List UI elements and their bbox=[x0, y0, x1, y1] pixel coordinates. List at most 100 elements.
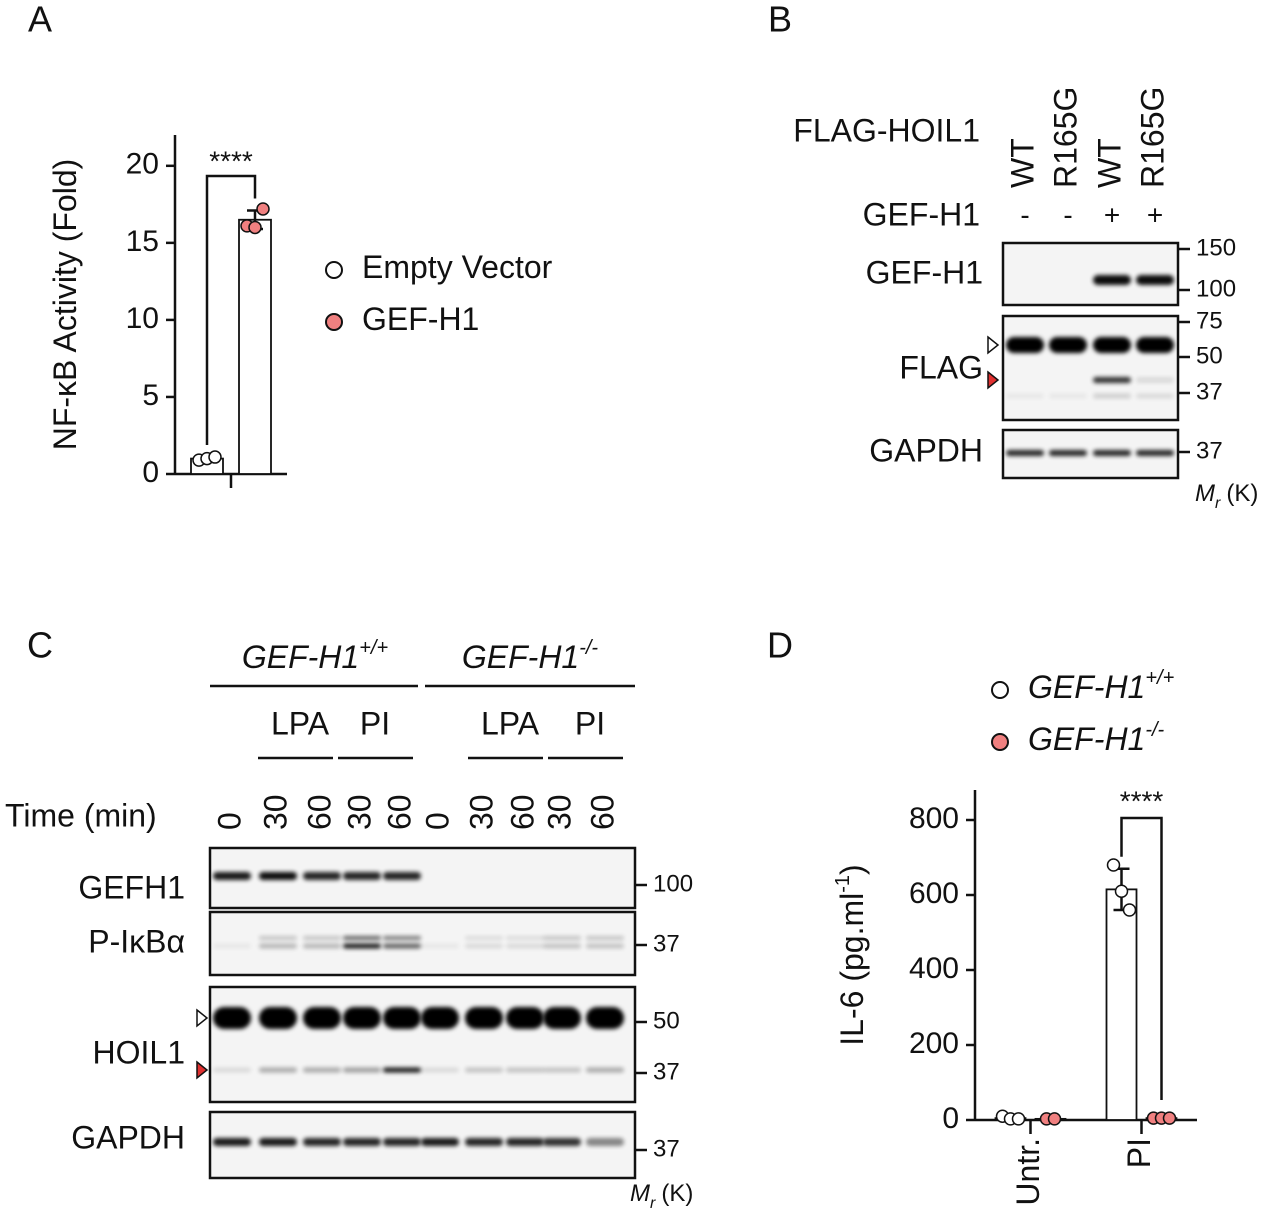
row-label: HOIL1 bbox=[93, 1034, 185, 1070]
marker-label: 50 bbox=[653, 1007, 680, 1034]
lane-label: R165G bbox=[1134, 87, 1170, 188]
marker-label: 37 bbox=[653, 1058, 680, 1085]
blot-band bbox=[1136, 275, 1174, 285]
row-label: P-IκBα bbox=[88, 923, 185, 959]
blot-band bbox=[1006, 337, 1044, 353]
treatment-label: LPA bbox=[271, 705, 330, 741]
marker-label: 100 bbox=[1196, 275, 1236, 302]
data-point bbox=[1106, 858, 1121, 872]
marker-label: 75 bbox=[1196, 307, 1223, 334]
blot-band bbox=[543, 1007, 581, 1029]
arrowhead bbox=[987, 370, 1000, 390]
blot-band bbox=[259, 936, 297, 940]
blot-band bbox=[586, 1067, 624, 1073]
x-tick-label: PI bbox=[1121, 1138, 1157, 1168]
blot-band bbox=[303, 872, 341, 880]
row-label: GEFH1 bbox=[78, 869, 185, 905]
time-value: 30 bbox=[257, 794, 293, 830]
y-tick-label: 800 bbox=[909, 802, 959, 835]
x-tick-label: Untr. bbox=[1010, 1138, 1046, 1206]
legend-marker bbox=[325, 261, 343, 279]
marker-label: 150 bbox=[1196, 234, 1236, 261]
blot-band bbox=[586, 936, 624, 940]
legend-marker bbox=[325, 313, 343, 331]
blot-band bbox=[1136, 377, 1174, 383]
blot-band bbox=[465, 1138, 503, 1146]
blot-band bbox=[303, 1007, 341, 1029]
blot-band bbox=[213, 1067, 251, 1073]
y-tick-label: 400 bbox=[909, 952, 959, 985]
treatment-mark: + bbox=[1147, 199, 1163, 230]
blot-band bbox=[213, 943, 251, 949]
blot-band bbox=[383, 936, 421, 940]
significance-label: **** bbox=[1120, 785, 1164, 816]
blot-band bbox=[1049, 450, 1087, 456]
y-axis-label-part: -1 bbox=[832, 875, 854, 893]
legend-marker bbox=[991, 681, 1009, 699]
y-tick-label: 0 bbox=[142, 456, 159, 489]
y-tick-label: 10 bbox=[126, 302, 159, 335]
legend-label-part: Empty Vector bbox=[362, 249, 553, 285]
mr-label-part: r bbox=[1215, 495, 1221, 512]
bar bbox=[238, 218, 272, 475]
arrowhead bbox=[196, 1060, 209, 1080]
blot-band bbox=[1093, 377, 1131, 383]
legend-marker bbox=[991, 733, 1009, 751]
blot-band bbox=[1093, 337, 1131, 353]
legend-label: GEF-H1 bbox=[362, 301, 479, 337]
blot-band bbox=[421, 943, 459, 949]
genotype-label-part: +/+ bbox=[359, 637, 388, 659]
blot-band bbox=[586, 1007, 624, 1029]
blot-band bbox=[259, 943, 297, 949]
blot-band bbox=[1006, 450, 1044, 456]
blot-band bbox=[343, 943, 381, 949]
blot-band bbox=[586, 1138, 624, 1146]
blot-band bbox=[1093, 393, 1131, 399]
blot-band bbox=[506, 943, 544, 949]
mr-label-part: M bbox=[1195, 480, 1215, 507]
lane-label: WT bbox=[1004, 138, 1040, 188]
time-value: 30 bbox=[341, 794, 377, 830]
significance-bracket bbox=[1120, 816, 1163, 1100]
blot-band bbox=[543, 1067, 581, 1073]
marker-label: 37 bbox=[1196, 378, 1223, 405]
genotype-label-part: GEF-H1 bbox=[462, 639, 579, 675]
y-tick-label: 15 bbox=[126, 225, 159, 258]
genotype-label-part: -/- bbox=[579, 637, 598, 659]
blot-band bbox=[343, 1007, 381, 1029]
blot-band bbox=[213, 1007, 251, 1029]
blot-band bbox=[506, 936, 544, 940]
time-value: 30 bbox=[541, 794, 577, 830]
y-tick-label: 5 bbox=[142, 379, 159, 412]
data-point bbox=[1047, 1112, 1062, 1126]
treatment-label: LPA bbox=[481, 705, 540, 741]
blot-band bbox=[383, 872, 421, 880]
y-tick-label: 600 bbox=[909, 877, 959, 910]
blot-band bbox=[303, 943, 341, 949]
mr-label: Mr (K) bbox=[630, 1180, 693, 1211]
significance-bracket bbox=[205, 174, 257, 446]
panel-label: A bbox=[28, 0, 52, 40]
data-point bbox=[208, 450, 222, 464]
row-label: GAPDH bbox=[71, 1119, 185, 1155]
blot-band bbox=[303, 1138, 341, 1146]
mr-label-part: M bbox=[630, 1180, 650, 1207]
blot-band bbox=[213, 872, 251, 880]
y-axis-label: IL-6 (pg.ml-1) bbox=[832, 864, 870, 1045]
row-label: FLAG bbox=[899, 349, 983, 385]
time-value: 0 bbox=[211, 812, 247, 830]
mr-label-part: r bbox=[650, 1195, 656, 1212]
legend-label-part: -/- bbox=[1145, 719, 1164, 741]
blot-band bbox=[465, 1067, 503, 1073]
legend-label-part: GEF-H1 bbox=[1028, 669, 1145, 705]
legend-label-part: GEF-H1 bbox=[1028, 721, 1145, 757]
legend-label: GEF-H1-/- bbox=[1028, 719, 1165, 757]
data-point bbox=[1162, 1111, 1177, 1125]
blot-band bbox=[383, 1138, 421, 1146]
panel-label: C bbox=[27, 625, 53, 666]
blot-band bbox=[543, 1138, 581, 1146]
time-value: 60 bbox=[381, 794, 417, 830]
y-tick-label: 0 bbox=[942, 1102, 959, 1135]
